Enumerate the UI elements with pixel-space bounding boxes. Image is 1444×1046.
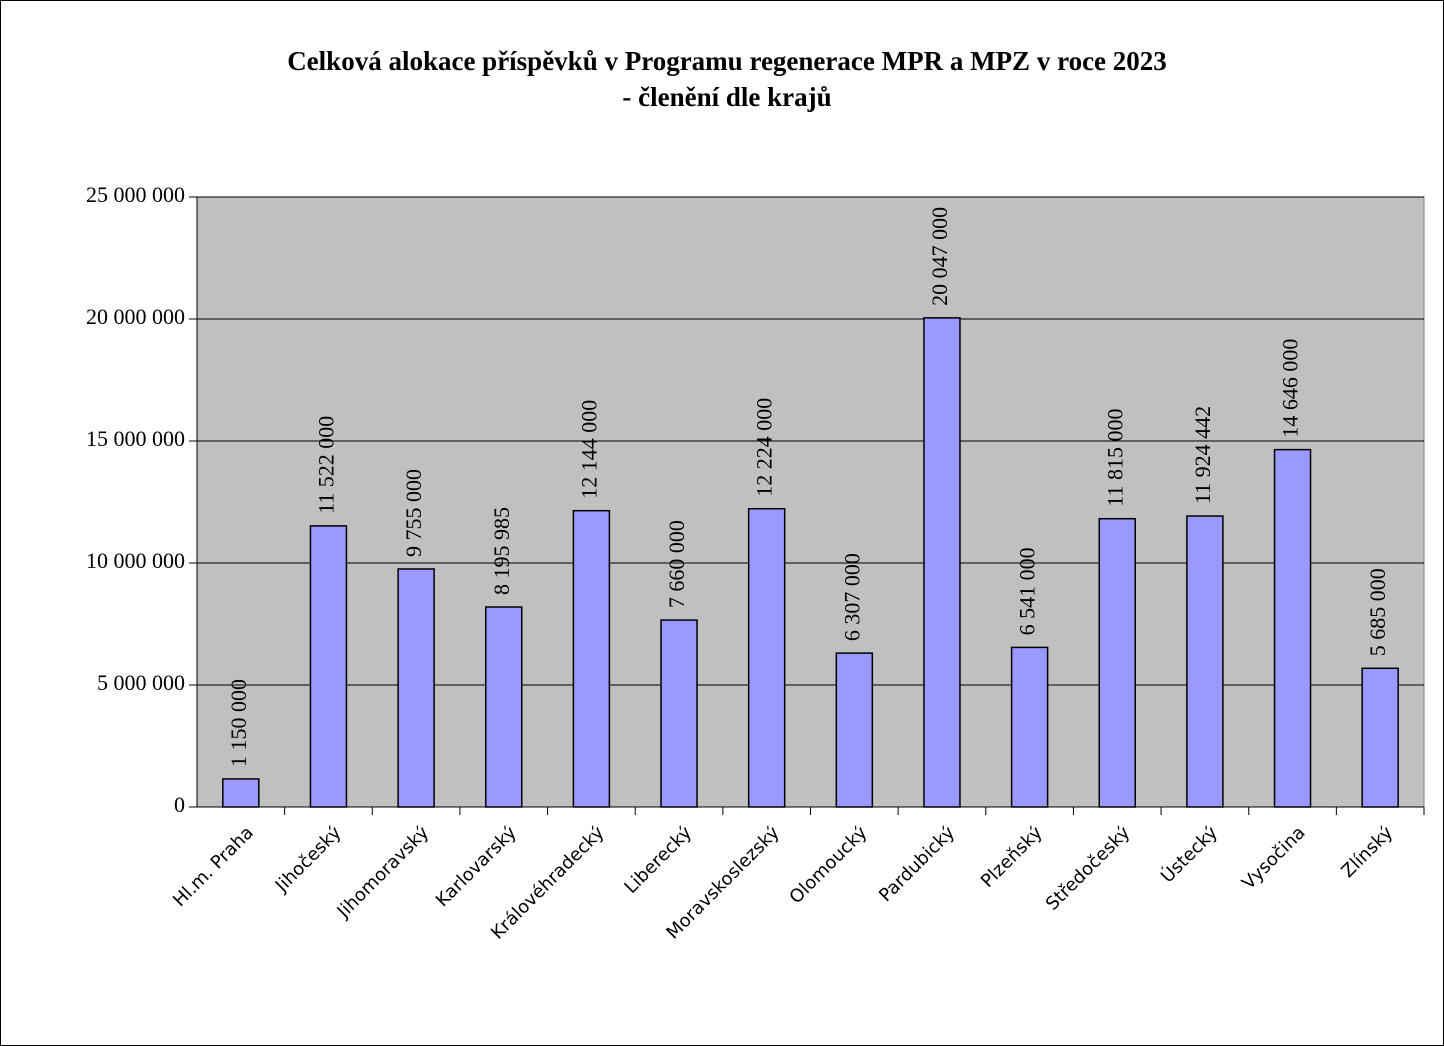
bar (397, 568, 435, 808)
bar (747, 507, 786, 808)
data-label: 5 685 000 (1365, 568, 1390, 656)
bar (222, 778, 260, 808)
chart-title: Celková alokace příspěvků v Programu reg… (287, 46, 1167, 76)
data-label: 12 224 000 (752, 398, 777, 497)
y-tick-label: 0 (174, 792, 185, 817)
bar (1010, 646, 1049, 808)
bar (1273, 448, 1312, 808)
bar (1186, 515, 1224, 808)
bar (660, 619, 698, 808)
bar (1098, 517, 1136, 808)
y-tick-label: 15 000 000 (86, 426, 185, 451)
data-label: 8 195 985 (489, 507, 514, 595)
bar (835, 652, 874, 808)
data-label: 11 924 442 (1190, 406, 1215, 504)
data-label: 7 660 000 (664, 520, 689, 608)
y-tick-label: 25 000 000 (86, 182, 185, 207)
data-label: 6 307 000 (839, 553, 864, 641)
chart-subtitle: - členění dle krajů (622, 82, 831, 112)
plot-area (196, 196, 1425, 808)
bar (485, 606, 523, 808)
bar (309, 525, 348, 808)
data-label: 6 541 000 (1015, 547, 1040, 635)
data-label: 20 047 000 (927, 207, 952, 306)
y-tick-label: 20 000 000 (86, 304, 185, 329)
data-label: 11 815 000 (1102, 409, 1127, 507)
data-label: 11 522 000 (314, 416, 339, 514)
y-tick-label: 10 000 000 (86, 548, 185, 573)
data-label: 12 144 000 (576, 400, 601, 499)
bar (1361, 667, 1399, 808)
data-label: 9 755 000 (401, 469, 426, 557)
data-label: 14 646 000 (1278, 339, 1303, 438)
bar (572, 509, 611, 808)
bar (923, 317, 961, 808)
data-label: 1 150 000 (226, 679, 251, 767)
y-tick-label: 5 000 000 (97, 670, 185, 695)
